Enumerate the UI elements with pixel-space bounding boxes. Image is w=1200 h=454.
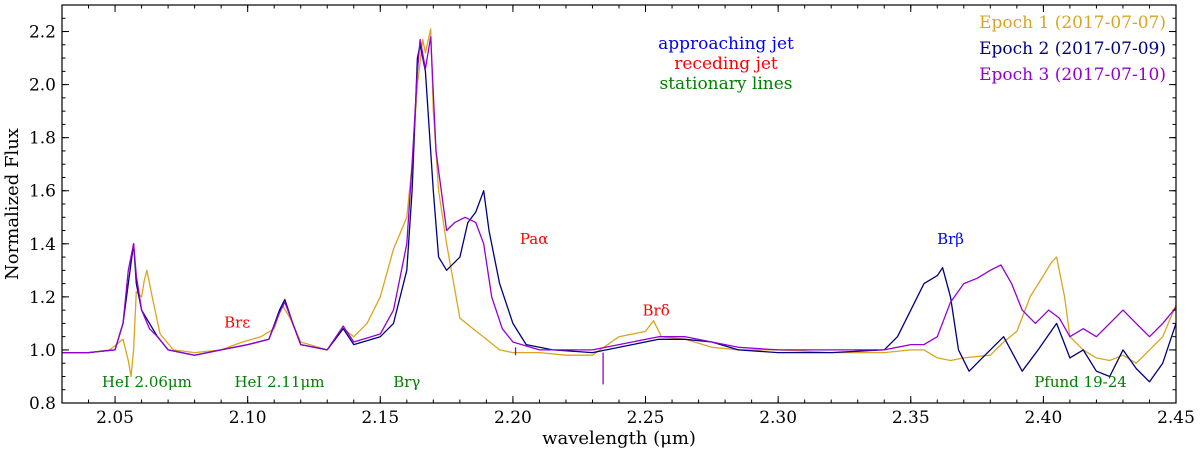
line-annotation: Pfund 19-24 bbox=[1034, 373, 1127, 391]
y-tick-label: 1.8 bbox=[29, 129, 56, 149]
legend-entry-epoch3: Epoch 3 (2017-07-10) bbox=[979, 65, 1166, 85]
y-tick-label: 1.6 bbox=[29, 182, 56, 202]
y-tick-label: 0.8 bbox=[29, 394, 56, 414]
x-tick-label: 2.10 bbox=[229, 408, 267, 428]
x-axis-title: wavelength (μm) bbox=[542, 428, 696, 449]
ticks-layer: 2.05 2.10 2.15 2.20 2.25 2.30 2.35 2.40 2.45 0.8 1… bbox=[29, 5, 1195, 428]
line-annotation: Brε bbox=[224, 313, 250, 331]
category-legend-approaching: approaching jet bbox=[658, 34, 794, 54]
line-annotation: Paα bbox=[520, 230, 549, 248]
x-tick-label: 2.25 bbox=[627, 408, 665, 428]
y-tick-label: 1.0 bbox=[29, 341, 56, 361]
category-legend-receding: receding jet bbox=[674, 54, 778, 74]
y-axis-title: Normalized Flux bbox=[2, 128, 23, 280]
y-tick-label: 2.2 bbox=[29, 23, 56, 43]
y-tick-label: 2.0 bbox=[29, 76, 56, 96]
line-annotation: Brβ bbox=[937, 230, 964, 248]
x-tick-label: 2.05 bbox=[96, 408, 134, 428]
x-tick-label: 2.15 bbox=[361, 408, 399, 428]
x-tick-label: 2.35 bbox=[892, 408, 930, 428]
line-annotation: HeI 2.11μm bbox=[234, 373, 324, 391]
legend-entry-epoch1: Epoch 1 (2017-07-07) bbox=[979, 13, 1166, 33]
series-line-epoch1 bbox=[62, 28, 1177, 378]
y-tick-label: 1.4 bbox=[29, 235, 56, 255]
y-tick-label: 1.2 bbox=[29, 288, 56, 308]
series-layer bbox=[62, 28, 1177, 385]
x-tick-label: 2.40 bbox=[1024, 408, 1062, 428]
line-annotation: HeI 2.06μm bbox=[102, 373, 192, 391]
labels-layer: Epoch 1 (2017-07-07) Epoch 2 (2017-07-09)… bbox=[102, 13, 1166, 391]
category-legend-stationary: stationary lines bbox=[659, 74, 792, 94]
x-tick-label: 2.30 bbox=[759, 408, 797, 428]
x-tick-label: 2.20 bbox=[494, 408, 532, 428]
line-annotation: Brδ bbox=[643, 301, 670, 319]
series-line-epoch3 bbox=[62, 36, 1177, 356]
legend-entry-epoch2: Epoch 2 (2017-07-09) bbox=[979, 39, 1166, 59]
line-annotation: Brγ bbox=[393, 373, 420, 391]
x-tick-label: 2.45 bbox=[1157, 408, 1195, 428]
